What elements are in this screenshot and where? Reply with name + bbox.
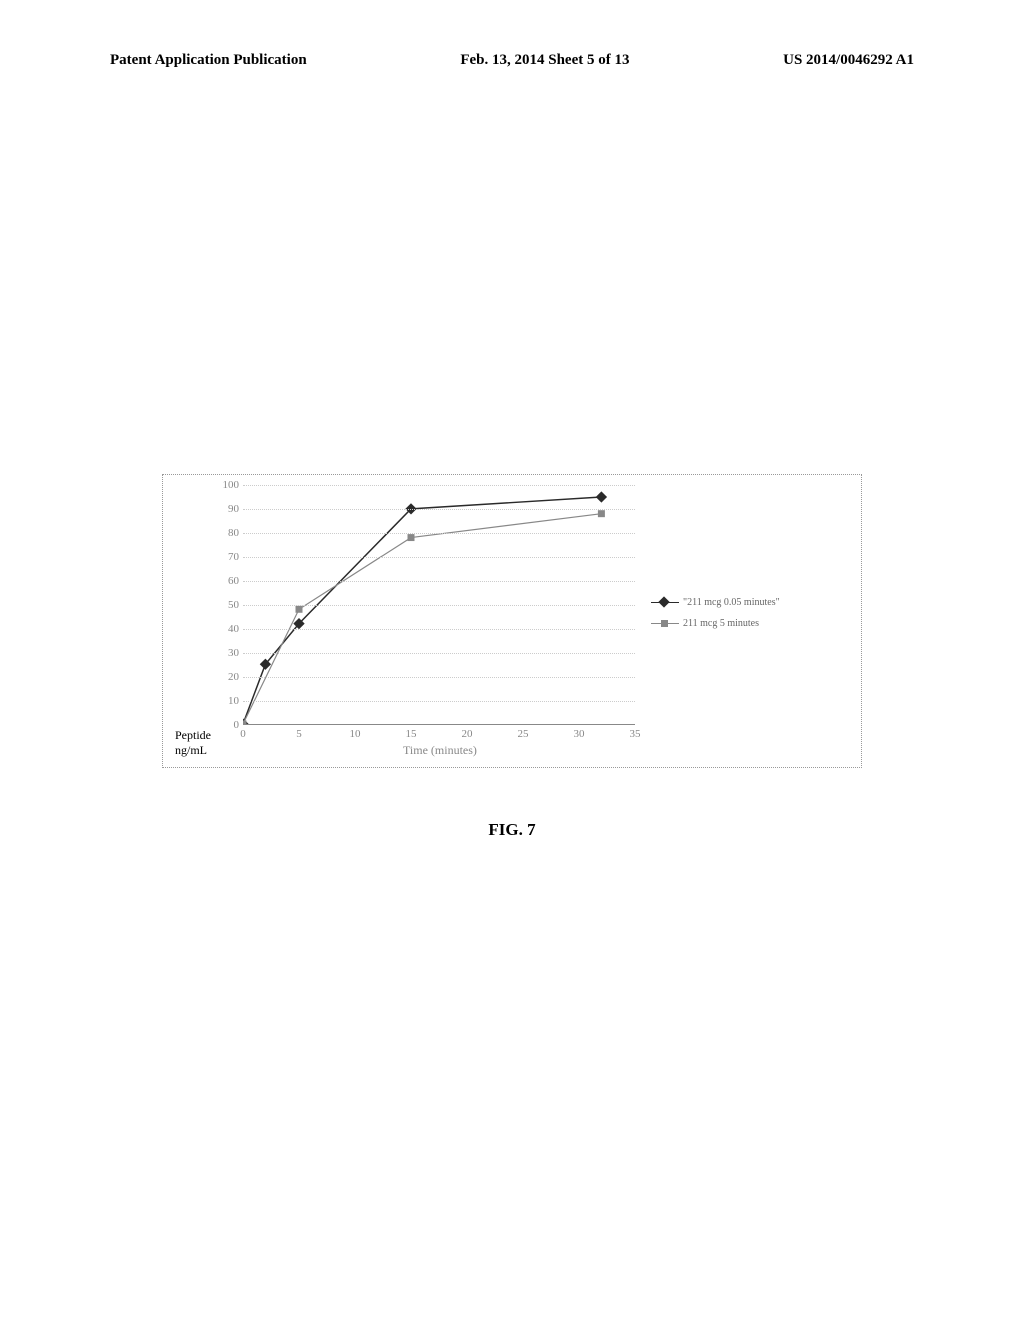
y-tick-label: 40 — [217, 623, 239, 635]
y-tick-label: 70 — [217, 551, 239, 563]
gridline — [243, 701, 635, 702]
y-axis-label-1: Peptide — [175, 728, 211, 743]
legend-label: 211 mcg 5 minutes — [683, 618, 759, 629]
gridline — [243, 533, 635, 534]
y-tick-label: 10 — [217, 695, 239, 707]
diamond-icon — [658, 596, 669, 607]
x-tick-label: 25 — [518, 728, 529, 740]
gridline — [243, 581, 635, 582]
y-tick-label: 60 — [217, 575, 239, 587]
y-tick-label: 50 — [217, 599, 239, 611]
square-marker — [408, 534, 415, 541]
square-icon — [661, 620, 668, 627]
square-marker — [598, 510, 605, 517]
legend-item: 211 mcg 5 minutes — [651, 618, 780, 629]
legend: "211 mcg 0.05 minutes" 211 mcg 5 minutes — [651, 597, 780, 639]
gridline — [243, 557, 635, 558]
y-tick-label: 100 — [217, 479, 239, 491]
page-header: Patent Application Publication Feb. 13, … — [0, 52, 1024, 69]
plot-area — [243, 485, 635, 725]
gridline — [243, 509, 635, 510]
x-tick-label: 35 — [630, 728, 641, 740]
gridline — [243, 677, 635, 678]
x-tick-label: 15 — [406, 728, 417, 740]
y-tick-label: 90 — [217, 503, 239, 515]
y-tick-label: 0 — [217, 719, 239, 731]
x-tick-label: 5 — [296, 728, 302, 740]
x-tick-label: 0 — [240, 728, 246, 740]
x-tick-label: 30 — [574, 728, 585, 740]
gridline — [243, 653, 635, 654]
legend-label: "211 mcg 0.05 minutes" — [683, 597, 780, 608]
y-tick-label: 20 — [217, 671, 239, 683]
x-axis-label: Time (minutes) — [403, 743, 477, 758]
square-marker — [296, 606, 303, 613]
x-tick-label: 20 — [462, 728, 473, 740]
legend-marker — [651, 598, 679, 608]
y-axis-label-2: ng/mL — [175, 743, 207, 758]
legend-item: "211 mcg 0.05 minutes" — [651, 597, 780, 608]
series-line — [243, 514, 601, 724]
figure-caption: FIG. 7 — [0, 820, 1024, 840]
header-doc-number: US 2014/0046292 A1 — [783, 52, 914, 69]
header-publication: Patent Application Publication — [110, 52, 307, 69]
y-tick-label: 80 — [217, 527, 239, 539]
diamond-marker — [596, 491, 607, 502]
gridline — [243, 605, 635, 606]
header-date-sheet: Feb. 13, 2014 Sheet 5 of 13 — [460, 52, 629, 69]
square-marker — [243, 721, 247, 724]
legend-marker — [651, 619, 679, 629]
chart-container: "211 mcg 0.05 minutes"211 mcg 5 minutes … — [162, 474, 862, 768]
y-tick-label: 30 — [217, 647, 239, 659]
x-tick-label: 10 — [350, 728, 361, 740]
gridline — [243, 485, 635, 486]
gridline — [243, 629, 635, 630]
